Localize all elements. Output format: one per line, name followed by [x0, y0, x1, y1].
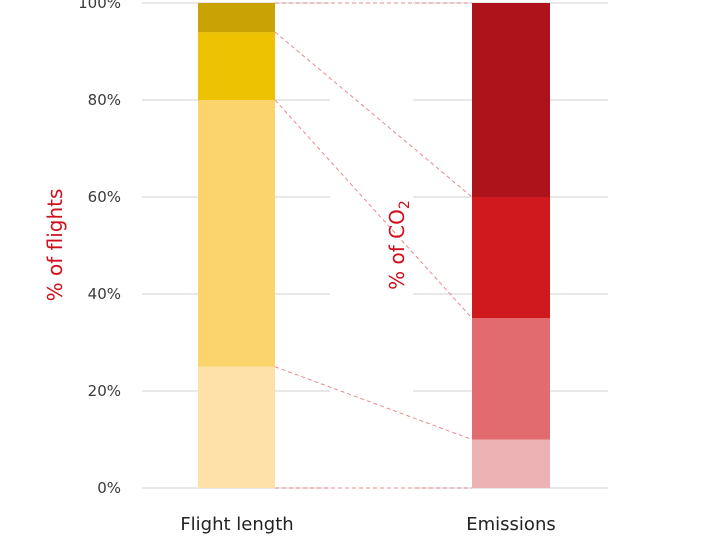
y-tick-label: 40%	[88, 285, 121, 303]
connector-line	[274, 99, 473, 319]
y-tick-labels: 0% 20% 40% 60% 80% 100%	[78, 0, 121, 497]
connector-line	[274, 31, 473, 198]
bar-segment	[472, 197, 550, 319]
right-axis-title: % of CO2	[385, 200, 413, 290]
y-tick-label: 0%	[97, 479, 121, 497]
bar-segment	[198, 366, 275, 488]
bar-segment	[472, 318, 550, 440]
bar-segment	[472, 3, 550, 197]
bar-segment	[198, 32, 275, 100]
bar-segments	[198, 3, 550, 488]
y-tick-label: 80%	[88, 91, 121, 109]
category-label-emissions: Emissions	[466, 514, 555, 535]
y-tick-label: 20%	[88, 382, 121, 400]
bar-segment	[472, 439, 550, 488]
bar-segment	[198, 3, 275, 33]
right-axis-title-text: % of CO	[385, 209, 409, 290]
bar-segment	[198, 100, 275, 367]
y-tick-label: 100%	[78, 0, 121, 12]
right-axis-title-subscript: 2	[397, 200, 413, 209]
left-axis-title: % of flights	[43, 189, 67, 302]
y-tick-label: 60%	[88, 188, 121, 206]
connector-line	[274, 366, 473, 440]
category-label-flight-length: Flight length	[180, 514, 293, 535]
connector-lines	[274, 2, 473, 489]
